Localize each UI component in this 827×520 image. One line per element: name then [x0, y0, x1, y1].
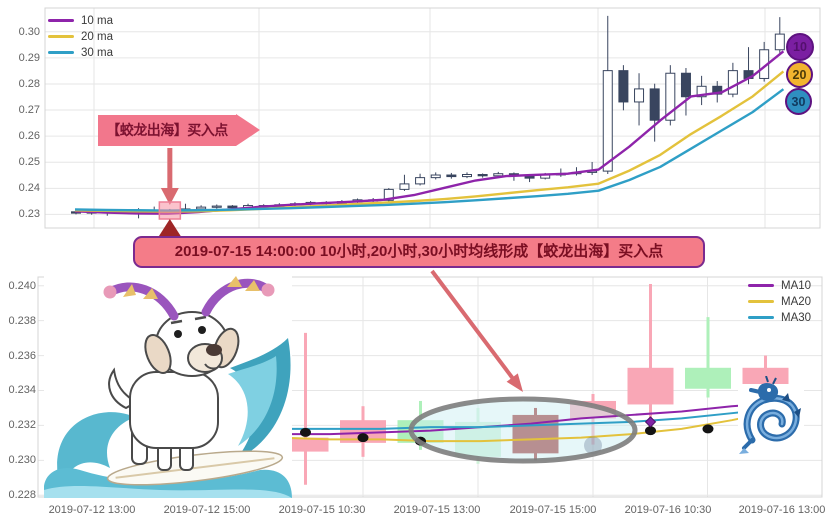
- ma30-badge: 30: [785, 88, 812, 115]
- candle-body: [602, 70, 613, 172]
- ma10-badge: 10: [786, 33, 814, 61]
- dot-marker: [645, 426, 656, 436]
- y-axis-tick: 0.30: [18, 25, 40, 38]
- buy-candle-highlight: [158, 201, 182, 220]
- dog-illustration: [44, 274, 292, 498]
- signal-banner: 2019-07-15 14:00:00 10小时,20小时,30小时均线形成【蛟…: [133, 236, 705, 268]
- y-axis-tick: 0.238: [8, 314, 36, 327]
- banner-arrowhead: [506, 373, 523, 392]
- legend-item-ma10[interactable]: MA10: [748, 279, 811, 292]
- candle-body: [665, 72, 676, 121]
- legend-label: 10 ma: [81, 14, 113, 27]
- legend-label: MA20: [781, 295, 812, 308]
- candle-body: [627, 367, 674, 405]
- ma20-line-swatch: [748, 300, 774, 303]
- buy-triangle-marker: [158, 219, 182, 237]
- y-axis-tick: 0.25: [18, 156, 40, 169]
- x-axis-tick: 2019-07-16 10:30: [624, 504, 712, 516]
- y-axis-tick: 0.26: [18, 130, 40, 143]
- legend-label: 30 ma: [81, 46, 113, 59]
- y-axis-tick: 0.27: [18, 104, 40, 117]
- ma30-line-swatch: [748, 316, 774, 319]
- y-axis-tick: 0.234: [8, 384, 36, 397]
- x-axis-tick: 2019-07-12 15:00: [163, 504, 251, 516]
- candle-body: [446, 174, 457, 178]
- ma-line-MA10: [280, 401, 783, 436]
- x-axis-tick: 2019-07-15 13:00: [393, 504, 481, 516]
- candle-body: [634, 88, 645, 103]
- legend-label: 20 ma: [81, 30, 113, 43]
- candle-body: [649, 88, 660, 121]
- faded-dot-marker: [584, 436, 602, 455]
- candle-body: [227, 205, 238, 209]
- candle-body: [282, 437, 329, 452]
- dot-marker: [702, 424, 714, 434]
- ma-line-MA30: [280, 406, 783, 430]
- candle-body: [618, 70, 629, 103]
- ma30-line-swatch: [48, 51, 74, 54]
- y-axis-tick: 0.23: [18, 208, 40, 221]
- y-axis-tick: 0.230: [8, 454, 36, 467]
- y-axis-tick: 0.240: [8, 279, 36, 292]
- y-axis-tick: 0.28: [18, 77, 40, 90]
- y-axis-tick: 0.232: [8, 419, 36, 432]
- buy-point-callout: 【蛟龙出海】买入点: [98, 114, 260, 146]
- legend-item-ma30[interactable]: MA30: [748, 311, 811, 324]
- dragon-antlers: [103, 276, 275, 321]
- candle-body: [399, 183, 410, 190]
- callout-arrowhead: [160, 188, 179, 205]
- x-axis-tick: 2019-07-15 10:30: [278, 504, 366, 516]
- dot-marker: [300, 427, 311, 437]
- candle-body: [462, 174, 472, 178]
- candle-body: [774, 33, 785, 51]
- y-axis-tick: 0.228: [8, 489, 36, 502]
- ma20-line-swatch: [48, 35, 74, 38]
- candle-body: [727, 70, 738, 95]
- signal-ellipse-fill: [411, 399, 635, 461]
- candle-body: [383, 188, 394, 201]
- ma20-badge: 20: [786, 61, 813, 88]
- x-axis-tick: 2019-07-16 13:00: [738, 504, 826, 516]
- diamond-marker: [644, 416, 657, 428]
- candle-body: [340, 420, 386, 443]
- candle-body: [493, 173, 504, 177]
- top-chart-legend: 10 ma 20 ma 30 ma: [48, 14, 113, 59]
- candle-body: [430, 174, 441, 179]
- legend-item-20ma[interactable]: 20 ma: [48, 30, 113, 43]
- ma10-line-swatch: [48, 19, 74, 22]
- plot-border: [37, 276, 823, 498]
- candle-body: [685, 367, 731, 389]
- y-axis-tick: 0.29: [18, 51, 40, 64]
- bottom-chart-legend: MA10 MA20 MA30: [748, 279, 811, 324]
- y-axis-tick: 0.24: [18, 182, 40, 195]
- plot-border: [44, 7, 821, 229]
- dragon-illustration: [738, 376, 804, 454]
- legend-item-30ma[interactable]: 30 ma: [48, 46, 113, 59]
- wave-left: [57, 412, 135, 484]
- candle-body: [196, 206, 207, 210]
- candle-body: [696, 85, 707, 98]
- ma-line-30ma: [74, 88, 785, 212]
- candle-body: [415, 177, 426, 185]
- signal-ellipse: [408, 396, 638, 464]
- dog: [108, 311, 240, 471]
- banner-arrow-shaft: [430, 269, 517, 383]
- y-axis-tick: 0.236: [8, 349, 36, 362]
- legend-item-10ma[interactable]: 10 ma: [48, 14, 113, 27]
- ma10-line-swatch: [748, 284, 774, 287]
- candle-body: [211, 205, 222, 208]
- legend-item-ma20[interactable]: MA20: [748, 295, 811, 308]
- candle-body: [742, 367, 789, 389]
- x-axis-tick: 2019-07-15 15:00: [509, 504, 597, 516]
- dragon-head: [757, 382, 779, 401]
- x-axis-tick: 2019-07-12 13:00: [48, 504, 136, 516]
- legend-label: MA30: [781, 311, 812, 324]
- candle-body: [680, 72, 691, 98]
- candle-body: [477, 174, 488, 177]
- legend-label: MA10: [781, 279, 812, 292]
- dot-marker: [357, 433, 369, 443]
